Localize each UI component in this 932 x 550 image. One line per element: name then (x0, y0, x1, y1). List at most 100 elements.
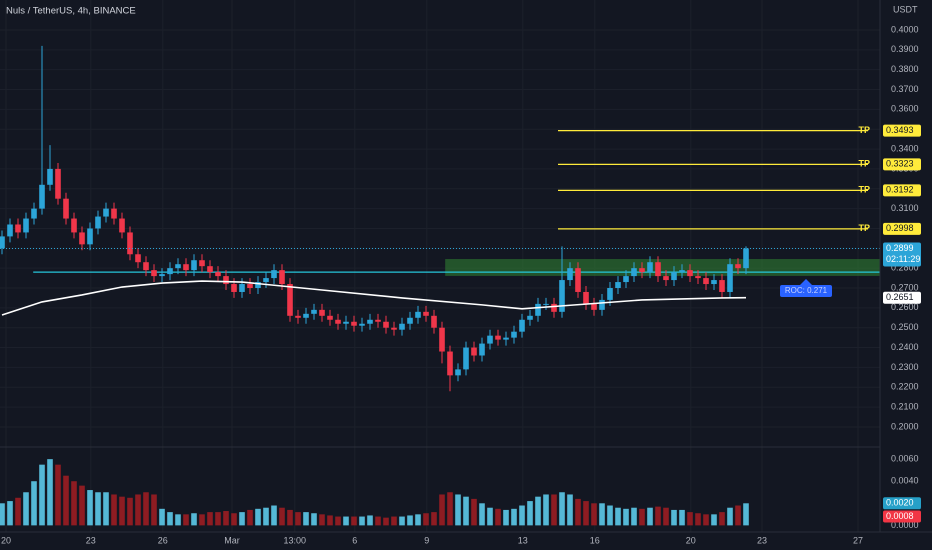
candle-body (343, 321, 349, 324)
indicator-bar (167, 512, 173, 526)
candle-body (255, 282, 261, 289)
indicator-bar (591, 503, 597, 526)
indicator-bar (151, 494, 157, 526)
indicator-bar (207, 512, 213, 526)
x-tick-label: 26 (158, 535, 168, 545)
indicator-bar (679, 509, 685, 526)
indicator-bar (639, 508, 645, 526)
candle-body (463, 347, 469, 370)
indicator-bar (511, 508, 517, 526)
indicator-bar (359, 516, 365, 526)
indicator-bar (23, 492, 29, 526)
indicator-bar (431, 512, 437, 526)
indicator-bar (655, 506, 661, 526)
indicator-bar (487, 507, 493, 526)
indicator-bar (367, 515, 373, 526)
indicator-bar (31, 481, 37, 526)
candle-body (175, 264, 181, 269)
indicator-bar (527, 501, 533, 526)
candle-body (431, 315, 437, 328)
indicator-bar (0, 503, 5, 526)
candle-body (735, 264, 741, 269)
candle-body (559, 280, 565, 312)
target-label: TP (858, 223, 870, 233)
candle-body (623, 276, 629, 283)
candle-body (215, 272, 221, 277)
candle-body (71, 218, 77, 233)
countdown: 02:11:29 (886, 254, 920, 264)
target-badge-label: 0.3493 (886, 125, 914, 135)
y2-tick-label: 0.0040 (891, 476, 919, 486)
candle-body (127, 232, 133, 255)
candle-body (375, 319, 381, 322)
candle-body (23, 218, 29, 233)
indicator-bar (47, 459, 53, 526)
candle-body (711, 280, 717, 285)
target-badge-label: 0.2998 (886, 223, 914, 233)
ma-badge-label: 0.2651 (886, 292, 914, 302)
target-label: TP (858, 185, 870, 195)
candle-body (591, 303, 597, 310)
candle-body (687, 270, 693, 277)
indicator-bar (463, 496, 469, 526)
target-badge (883, 158, 921, 171)
indicator-bar (15, 497, 21, 526)
indicator-bar (183, 514, 189, 526)
indicator-bar (495, 508, 501, 526)
x-tick-label: 23 (757, 535, 767, 545)
indicator-bar (39, 464, 45, 526)
candle-body (39, 184, 45, 209)
indicator-bar (503, 509, 509, 526)
target-badge (883, 124, 921, 137)
indicator-bar (111, 494, 117, 526)
candle-body (655, 262, 661, 277)
candle-body (719, 280, 725, 292)
candle-body (15, 224, 21, 233)
ma-badge (883, 291, 921, 304)
x-tick-label: 13:00 (284, 535, 307, 545)
x-tick-label: 13 (518, 535, 528, 545)
target-badge-label: 0.3323 (886, 159, 914, 169)
candle-body (191, 260, 197, 271)
y-tick-label: 0.2700 (891, 282, 919, 292)
indicator-bar (415, 514, 421, 526)
indicator-bar (55, 464, 61, 526)
candle-body (583, 291, 589, 304)
roc-box (780, 285, 832, 298)
x-tick-label: 16 (590, 535, 600, 545)
indicator-bar (239, 512, 245, 526)
indicator-bar (535, 496, 541, 526)
candle-body (271, 270, 277, 279)
indicator-badge-label: 0.0020 (886, 498, 914, 508)
indicator-bar (215, 512, 221, 526)
candle-body (319, 309, 325, 316)
y-tick-label: 0.2600 (891, 302, 919, 312)
candle-body (415, 311, 421, 318)
indicator-bar (199, 514, 205, 526)
indicator-bar (303, 512, 309, 526)
candle-body (535, 303, 541, 316)
target-label: TP (858, 159, 870, 169)
indicator-bar (439, 494, 445, 526)
indicator-bar (271, 505, 277, 526)
candle-body (151, 270, 157, 277)
candle-body (695, 276, 701, 279)
candle-body (543, 303, 549, 305)
candle-body (55, 168, 61, 199)
candle-body (239, 284, 245, 292)
indicator-bar (559, 492, 565, 526)
indicator-bar (71, 481, 77, 526)
indicator-bar (279, 507, 285, 526)
candle-body (79, 232, 85, 245)
candle-body (367, 319, 373, 324)
target-badge-label: 0.3192 (886, 185, 914, 195)
x-tick-label: 27 (853, 535, 863, 545)
indicator-bar (583, 501, 589, 526)
candle-body (103, 208, 109, 217)
x-tick-label: 6 (352, 535, 357, 545)
indicator-bar (375, 516, 381, 526)
candle-body (279, 270, 285, 285)
candle-body (399, 323, 405, 330)
y-tick-label: 0.2800 (891, 263, 919, 273)
y-tick-label: 0.3600 (891, 104, 919, 114)
